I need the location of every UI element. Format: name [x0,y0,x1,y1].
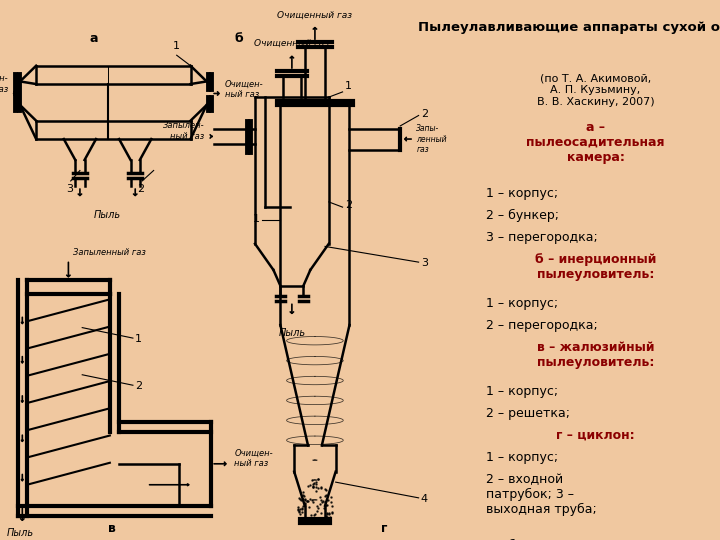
Text: 3: 3 [66,184,73,193]
Text: 1: 1 [345,81,352,91]
Text: 1 – корпус;: 1 – корпус; [486,384,558,398]
Text: 4: 4 [421,494,428,504]
Text: 1: 1 [174,41,180,51]
Text: 3 – перегородка;: 3 – перегородка; [486,231,598,244]
Text: 2 – бункер;: 2 – бункер; [486,209,559,222]
Text: Пыль: Пыль [279,328,305,338]
Text: Запылен-
ный газ: Запылен- ный газ [163,122,204,141]
Text: 1 – корпус;: 1 – корпус; [486,451,558,464]
Text: 2 – входной
патрубок; 3 –
выходная труба;: 2 – входной патрубок; 3 – выходная труба… [486,472,597,516]
Text: а –
пылеосадительная
камера:: а – пылеосадительная камера: [526,121,665,164]
Text: Запылен-
ный газ: Запылен- ный газ [0,75,9,94]
Text: 2 – перегородка;: 2 – перегородка; [486,319,598,332]
Text: г – циклон:: г – циклон: [556,429,635,442]
Text: 2 – решетка;: 2 – решетка; [486,407,570,420]
Text: Очищенный газ: Очищенный газ [254,38,329,48]
Text: (по Т. А. Акимовой,
А. П. Кузьмину,
В. В. Хаскину, 2007): (по Т. А. Акимовой, А. П. Кузьмину, В. В… [536,73,654,107]
Text: Очищенный газ: Очищенный газ [277,11,352,20]
Text: Запыленный газ: Запыленный газ [73,248,146,257]
Text: г: г [381,523,387,536]
Text: 1 – корпус;: 1 – корпус; [486,296,558,310]
Text: а: а [89,32,98,45]
Text: 1 – корпус;: 1 – корпус; [486,187,558,200]
Text: 3: 3 [421,258,428,268]
Text: в – жалюзийный
пылеуловитель:: в – жалюзийный пылеуловитель: [536,341,654,369]
Text: в: в [108,523,116,536]
Text: 2: 2 [421,109,428,119]
Text: 2: 2 [345,199,352,210]
Text: 2: 2 [138,184,144,193]
Text: Запы-
ленный
газ: Запы- ленный газ [416,124,447,154]
Text: Пылеулавливающие аппараты сухой очистки: Пылеулавливающие аппараты сухой очистки [418,21,720,34]
Text: 2: 2 [135,381,143,391]
Text: б – инерционный
пылеуловитель:: б – инерционный пылеуловитель: [535,253,656,281]
Text: Очищен-
ный газ: Очищен- ный газ [234,449,273,468]
Text: Пыль: Пыль [6,528,34,538]
Text: Очищен-
ный газ: Очищен- ный газ [225,79,264,99]
Text: б: б [235,32,243,45]
Text: 1: 1 [253,214,260,224]
Text: Пыль: Пыль [94,210,121,220]
Text: 1: 1 [135,334,143,344]
Text: 4 – бункер: 4 – бункер [486,539,555,540]
